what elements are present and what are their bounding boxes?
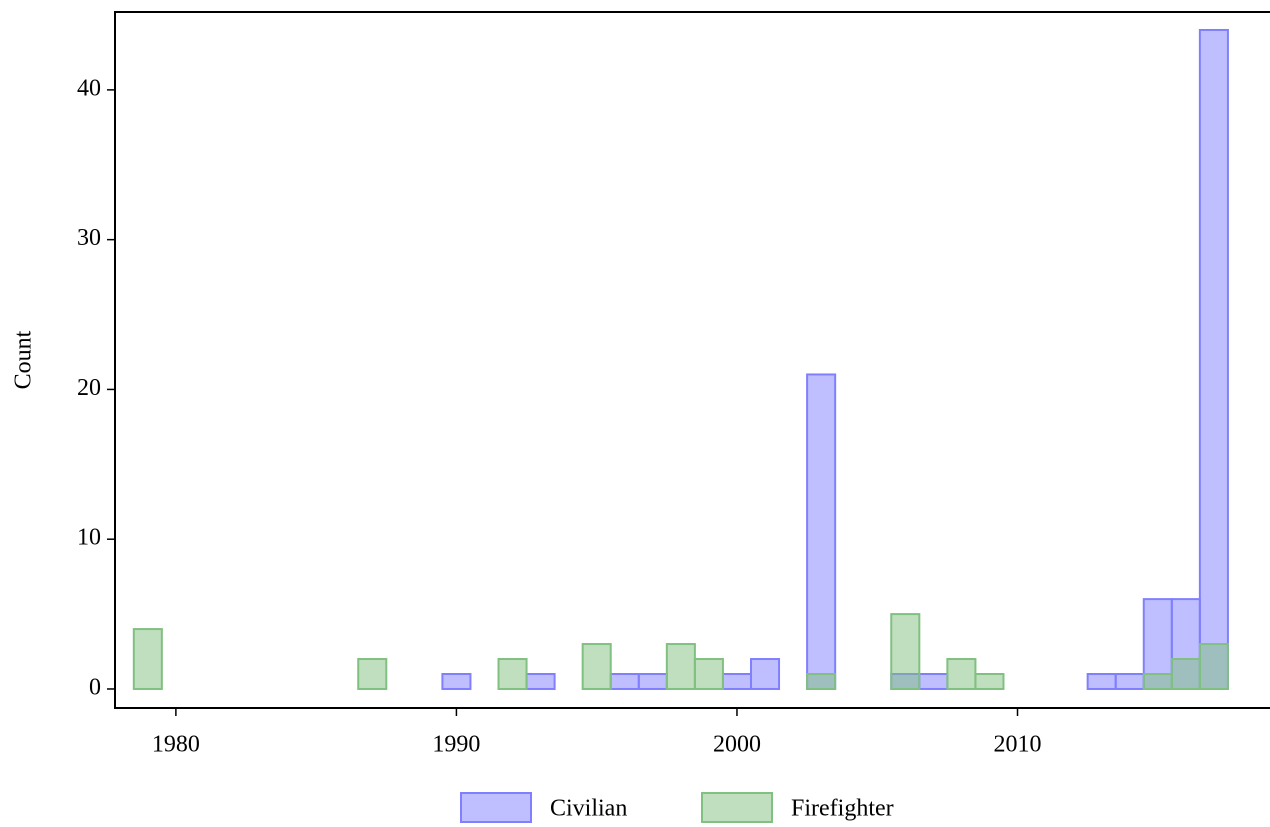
bar: [609, 673, 640, 690]
bar: [974, 673, 1005, 690]
x-tick-label: 2000: [713, 732, 761, 758]
bar: [946, 658, 977, 690]
x-tick-label: 2010: [994, 732, 1042, 758]
bar: [918, 673, 949, 690]
x-tick-label: 1980: [152, 732, 200, 758]
bar: [1142, 673, 1173, 690]
bar: [637, 673, 668, 690]
bar: [1086, 673, 1117, 690]
bar: [497, 658, 528, 690]
y-tick-label: 10: [77, 525, 101, 551]
bar: [581, 643, 612, 690]
bar: [441, 673, 472, 690]
y-tick-label: 0: [89, 674, 101, 700]
bar: [749, 658, 781, 690]
legend-swatch: [460, 792, 532, 823]
bar: [525, 673, 556, 690]
bar: [665, 643, 696, 690]
legend-swatch: [701, 792, 773, 823]
bar: [806, 673, 837, 690]
bar: [806, 373, 837, 690]
bar: [132, 628, 163, 690]
y-axis-label: Count: [11, 330, 37, 389]
bar: [1170, 658, 1201, 690]
y-tick-label: 40: [77, 75, 101, 101]
bar: [721, 673, 752, 690]
bar: [890, 613, 921, 690]
bar: [1198, 28, 1229, 690]
legend-label: Civilian: [550, 796, 627, 822]
bar: [357, 658, 388, 690]
bar: [693, 658, 724, 690]
bar: [1114, 673, 1145, 690]
y-tick-label: 30: [77, 225, 101, 251]
legend-label: Firefighter: [791, 796, 894, 822]
y-tick-label: 20: [77, 375, 101, 401]
x-tick-label: 1990: [432, 732, 480, 758]
bar: [1198, 643, 1229, 690]
axis-frame: [114, 11, 1270, 709]
